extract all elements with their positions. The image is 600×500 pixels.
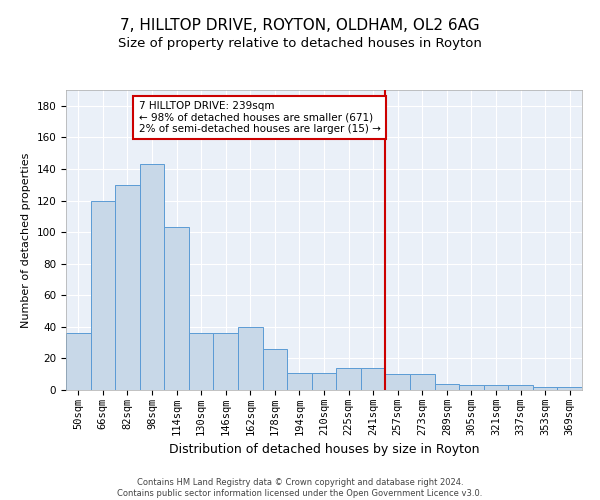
Bar [115, 184, 140, 390]
Bar [385, 374, 410, 390]
X-axis label: Distribution of detached houses by size in Royton: Distribution of detached houses by size … [169, 444, 479, 456]
Bar [214, 333, 238, 390]
Bar [91, 200, 115, 390]
Text: 7 HILLTOP DRIVE: 239sqm
← 98% of detached houses are smaller (671)
2% of semi-de: 7 HILLTOP DRIVE: 239sqm ← 98% of detache… [139, 101, 380, 134]
Text: 7, HILLTOP DRIVE, ROYTON, OLDHAM, OL2 6AG: 7, HILLTOP DRIVE, ROYTON, OLDHAM, OL2 6A… [120, 18, 480, 32]
Bar [336, 368, 361, 390]
Bar [361, 368, 385, 390]
Bar [434, 384, 459, 390]
Bar [312, 372, 336, 390]
Bar [140, 164, 164, 390]
Bar [263, 349, 287, 390]
Bar [164, 228, 189, 390]
Bar [189, 333, 214, 390]
Bar [459, 386, 484, 390]
Bar [287, 372, 312, 390]
Text: Contains HM Land Registry data © Crown copyright and database right 2024.
Contai: Contains HM Land Registry data © Crown c… [118, 478, 482, 498]
Bar [508, 386, 533, 390]
Bar [484, 386, 508, 390]
Bar [238, 327, 263, 390]
Text: Size of property relative to detached houses in Royton: Size of property relative to detached ho… [118, 38, 482, 51]
Bar [533, 387, 557, 390]
Y-axis label: Number of detached properties: Number of detached properties [21, 152, 31, 328]
Bar [66, 333, 91, 390]
Bar [557, 387, 582, 390]
Bar [410, 374, 434, 390]
